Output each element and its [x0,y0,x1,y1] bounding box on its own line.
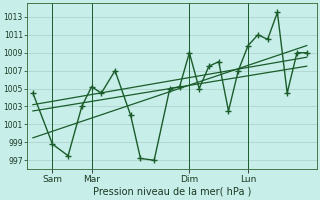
X-axis label: Pression niveau de la mer( hPa ): Pression niveau de la mer( hPa ) [92,187,251,197]
